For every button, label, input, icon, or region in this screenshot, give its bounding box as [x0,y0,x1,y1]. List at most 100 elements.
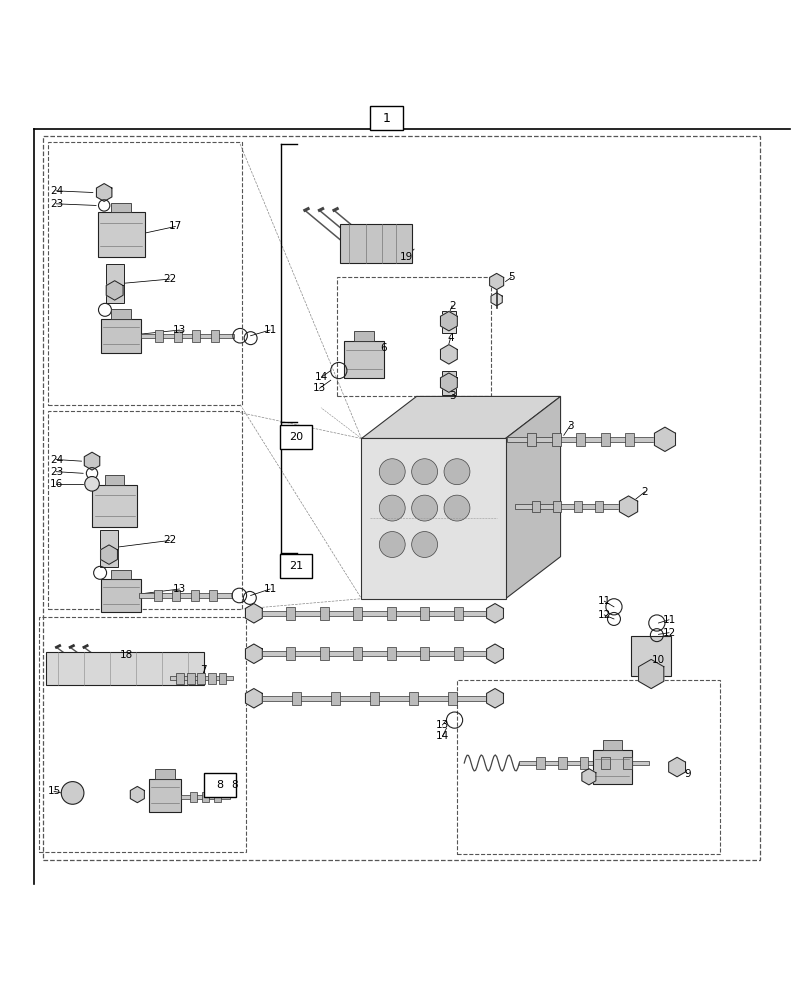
Text: 21: 21 [289,561,303,571]
Bar [280,554,311,578]
Text: 7: 7 [200,665,207,675]
Polygon shape [489,273,503,290]
Text: 5: 5 [507,272,514,282]
Bar [111,203,131,212]
Bar [48,411,242,609]
Bar [174,330,182,342]
Polygon shape [667,757,684,777]
Bar [420,607,429,620]
Bar [532,501,539,512]
Bar [105,475,124,485]
Bar [441,371,456,395]
Bar [624,433,633,446]
Polygon shape [245,689,262,708]
Bar [176,673,184,684]
Circle shape [84,477,99,491]
Bar [191,590,199,601]
Bar [536,757,545,769]
Bar [40,617,246,852]
Circle shape [379,459,405,485]
Bar [148,779,181,812]
Bar [320,607,328,620]
Polygon shape [361,396,560,438]
Bar [92,485,137,527]
Bar [420,647,429,660]
Bar [457,680,719,854]
Text: 18: 18 [120,650,133,660]
Bar [370,692,379,705]
Bar [208,673,215,684]
Text: 23: 23 [49,199,63,209]
Bar [320,647,328,660]
Bar [551,433,560,446]
Bar [453,647,462,660]
Polygon shape [131,786,144,803]
Bar [361,438,505,599]
Text: 6: 6 [380,343,386,353]
Polygon shape [101,545,118,564]
Text: 12: 12 [597,610,610,620]
Polygon shape [245,604,262,623]
Text: 11: 11 [662,615,675,625]
Bar [630,636,671,676]
Bar [257,611,491,616]
Text: 19: 19 [399,252,412,262]
Bar [552,501,560,512]
Bar [600,757,609,769]
Bar [330,692,339,705]
Bar [218,673,225,684]
Bar [515,504,620,509]
Polygon shape [440,373,457,392]
Polygon shape [97,184,112,201]
Bar [353,647,362,660]
Polygon shape [245,644,262,663]
Bar [441,311,456,333]
Bar [105,264,123,303]
Text: 13: 13 [312,383,326,393]
Text: 9: 9 [684,769,690,779]
Bar [453,607,462,620]
Bar [386,607,395,620]
Circle shape [379,495,405,521]
Bar [507,437,654,442]
Text: 13: 13 [173,325,186,335]
Text: 22: 22 [163,274,176,284]
Polygon shape [106,281,123,300]
Polygon shape [486,604,503,623]
Bar [139,593,232,598]
Text: 23: 23 [49,467,63,477]
Bar [197,673,205,684]
Bar [291,692,300,705]
Bar [153,590,161,601]
Bar [573,501,581,512]
Bar [519,761,648,765]
Bar [285,647,294,660]
Bar [622,757,631,769]
Bar [257,651,491,656]
Bar [337,277,491,396]
Circle shape [411,495,437,521]
Text: 12: 12 [662,628,675,638]
Circle shape [444,495,470,521]
Polygon shape [619,496,637,517]
Bar [579,757,588,769]
Bar [169,676,233,680]
Text: 24: 24 [49,455,63,465]
Text: 16: 16 [49,479,63,489]
Bar [66,785,79,801]
Bar [280,425,311,449]
Bar [190,792,196,802]
Polygon shape [84,452,100,470]
Polygon shape [440,311,457,331]
Text: 22: 22 [163,535,176,545]
Text: 3: 3 [566,421,573,431]
Bar [172,590,180,601]
Text: 11: 11 [597,596,610,606]
Bar [100,530,118,567]
Bar [97,212,144,257]
Circle shape [411,459,437,485]
Bar [594,501,603,512]
Text: 8: 8 [231,780,238,790]
Bar [343,341,384,378]
Bar [192,330,200,342]
